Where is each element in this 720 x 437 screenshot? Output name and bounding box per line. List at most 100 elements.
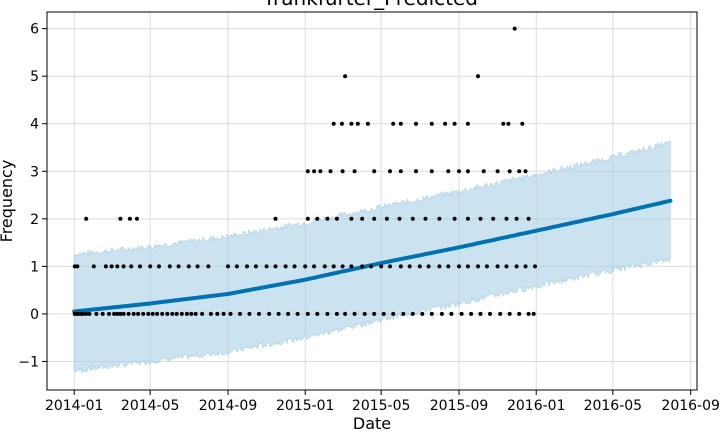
observed-point [138, 264, 142, 269]
observed-point [484, 264, 489, 269]
observed-point [439, 311, 444, 316]
observed-point [349, 264, 354, 269]
observed-point [352, 169, 357, 174]
observed-point [355, 121, 360, 126]
observed-point [273, 216, 278, 221]
observed-point [446, 264, 451, 269]
observed-point [360, 264, 365, 269]
observed-point [315, 216, 320, 221]
x-axis-title: Date [353, 414, 391, 432]
observed-point [146, 311, 151, 316]
observed-point [325, 311, 330, 316]
observed-point [127, 216, 132, 221]
observed-point [303, 264, 308, 269]
observed-point [398, 121, 403, 126]
observed-point [247, 311, 252, 316]
observed-point [420, 311, 425, 316]
observed-point [410, 216, 415, 221]
observed-point [457, 169, 461, 174]
observed-point [478, 216, 483, 221]
observed-point [476, 74, 480, 79]
observed-point [184, 311, 189, 316]
observed-point [312, 264, 317, 269]
observed-point [507, 311, 512, 316]
observed-point [81, 311, 86, 316]
observed-point [174, 311, 179, 316]
observed-point [121, 264, 126, 269]
observed-point [148, 264, 153, 269]
x-tick-label: 2014-01 [45, 398, 104, 414]
observed-points-layer [72, 26, 537, 316]
observed-point [465, 264, 470, 269]
observed-point [397, 216, 402, 221]
observed-point [115, 311, 120, 316]
observed-point [245, 264, 249, 269]
observed-point [343, 74, 348, 79]
observed-point [414, 169, 418, 174]
observed-point [388, 264, 392, 269]
observed-point [495, 264, 500, 269]
observed-point [465, 121, 470, 126]
observed-point [349, 216, 354, 221]
observed-point [362, 311, 367, 316]
observed-point [478, 311, 483, 316]
observed-point [491, 216, 496, 221]
observed-point [391, 311, 396, 316]
observed-point [100, 311, 105, 316]
observed-point [446, 169, 451, 174]
y-tick-label: 0 [30, 307, 39, 323]
observed-point [339, 121, 344, 126]
x-tick-label: 2015-09 [430, 398, 489, 414]
observed-point [343, 311, 348, 316]
x-tick-label: 2015-01 [276, 398, 335, 414]
observed-point [228, 311, 233, 316]
observed-point [176, 264, 181, 269]
y-tick-label: 4 [30, 117, 39, 133]
observed-point [498, 311, 503, 316]
observed-point [533, 264, 537, 269]
observed-point [423, 216, 428, 221]
plot-frame [46, 11, 698, 391]
observed-point [429, 121, 434, 126]
observed-point [167, 264, 172, 269]
observed-point [195, 264, 200, 269]
observed-point [520, 121, 525, 126]
observed-point [410, 311, 415, 316]
observed-point [318, 169, 323, 174]
observed-point [87, 311, 92, 316]
observed-point [488, 311, 492, 316]
observed-point [331, 264, 336, 269]
observed-point [365, 121, 370, 126]
observed-point [398, 169, 403, 174]
observed-point [150, 311, 155, 316]
observed-point [452, 216, 457, 221]
observed-point [305, 311, 310, 316]
x-tick-layer: 2014-01 2014-05 2014-09 2015-01 2015-05 2015-… [45, 390, 720, 414]
observed-point [426, 264, 431, 269]
observed-point [514, 216, 519, 221]
observed-point [286, 311, 291, 316]
observed-point [238, 311, 242, 316]
observed-point [234, 264, 239, 269]
y-tick-label: 3 [30, 164, 39, 180]
observed-point [134, 216, 139, 221]
observed-point [531, 311, 536, 316]
observed-point [465, 169, 470, 174]
observed-point [349, 121, 354, 126]
x-tick-label: 2014-05 [121, 398, 180, 414]
observed-point [305, 216, 310, 221]
observed-point [155, 311, 160, 316]
observed-point [84, 216, 89, 221]
x-tick-label: 2014-09 [199, 398, 258, 414]
observed-point [292, 264, 297, 269]
y-tick-layer: −1 0 1 2 3 4 5 6 [18, 22, 47, 370]
observed-point [401, 311, 406, 316]
observed-point [165, 311, 170, 316]
observed-point [526, 311, 531, 316]
observed-point [452, 121, 457, 126]
observed-point [75, 264, 80, 269]
observed-point [267, 311, 272, 316]
y-axis-title: Frequency [0, 160, 16, 243]
observed-point [157, 264, 161, 269]
